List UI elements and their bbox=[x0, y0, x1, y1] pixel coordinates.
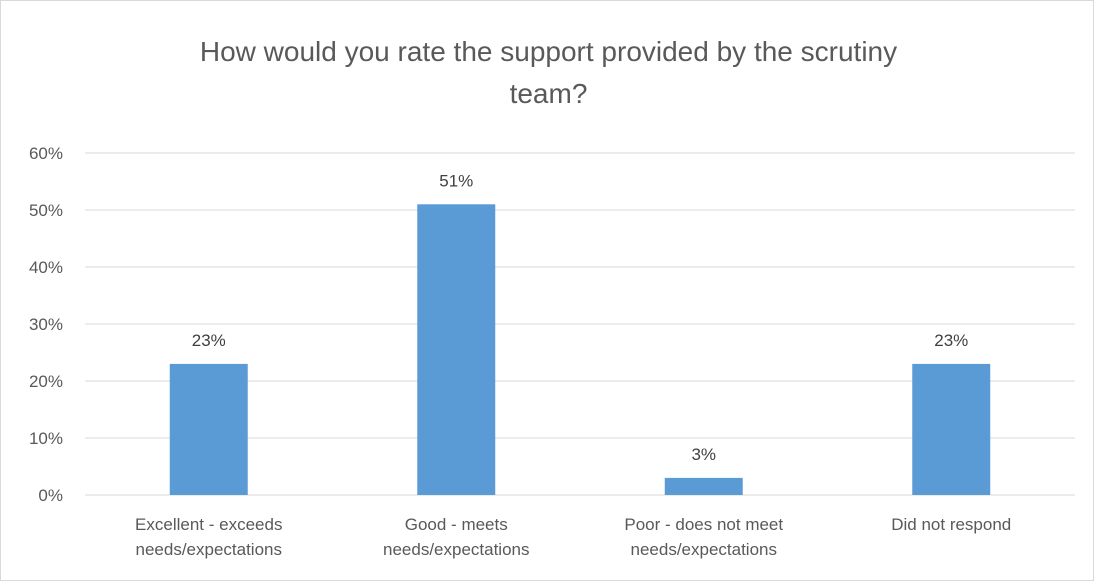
chart-title: How would you rate the support provided … bbox=[199, 36, 898, 109]
y-tick-label: 40% bbox=[29, 258, 63, 277]
y-tick-label: 20% bbox=[29, 372, 63, 391]
y-tick-label: 10% bbox=[29, 429, 63, 448]
x-tick-label: needs/expectations bbox=[383, 540, 530, 559]
y-axis-tick-labels: 0% 10% 20% 30% 40% 50% 60% bbox=[29, 144, 63, 505]
data-label: 23% bbox=[934, 331, 968, 350]
data-label: 3% bbox=[691, 445, 716, 464]
y-tick-label: 30% bbox=[29, 315, 63, 334]
bar bbox=[664, 477, 743, 495]
data-label: 51% bbox=[439, 171, 473, 190]
bars bbox=[169, 204, 991, 496]
x-tick-label: needs/expectations bbox=[136, 540, 283, 559]
bar bbox=[169, 363, 248, 495]
y-tick-label: 50% bbox=[29, 201, 63, 220]
x-tick-label: Poor - does not meet bbox=[624, 515, 783, 534]
bar bbox=[417, 204, 496, 496]
data-label: 23% bbox=[192, 331, 226, 350]
x-tick-label: Excellent - exceeds bbox=[135, 515, 282, 534]
y-tick-label: 60% bbox=[29, 144, 63, 163]
bar bbox=[912, 363, 991, 495]
data-labels: 23% 51% 3% 23% bbox=[192, 171, 969, 464]
x-tick-label: Did not respond bbox=[891, 515, 1011, 534]
x-tick-label: needs/expectations bbox=[631, 540, 778, 559]
x-tick-label: Good - meets bbox=[405, 515, 508, 534]
y-tick-label: 0% bbox=[38, 486, 63, 505]
gridlines bbox=[85, 152, 1075, 496]
x-axis-category-labels: Excellent - exceeds needs/expectations Goo… bbox=[135, 515, 1011, 559]
